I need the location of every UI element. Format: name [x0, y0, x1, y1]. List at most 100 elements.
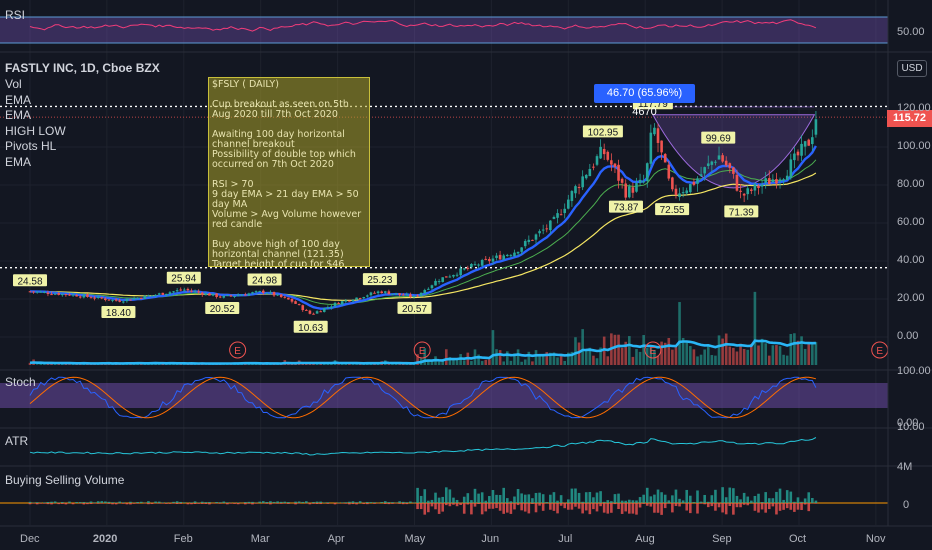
volume-bar [735, 351, 739, 365]
volume-bar [771, 345, 775, 365]
bsv-buy-bar [696, 490, 699, 503]
bsv-sell-bar [613, 503, 617, 505]
bsv-sell-bar [35, 503, 39, 505]
grid-lines [0, 0, 888, 525]
candle-body [638, 179, 642, 184]
candle-body [258, 290, 261, 292]
candle-body [441, 277, 444, 282]
bsv-sell-bar [387, 503, 391, 505]
bsv-sell-bar [567, 503, 570, 510]
indicator-item[interactable]: Pivots HL [5, 139, 57, 153]
volume-bar [678, 302, 681, 365]
bsv-buy-bar [685, 489, 689, 503]
bsv-sell-bar [161, 503, 165, 504]
bsv-buy-bar [556, 500, 559, 503]
bsv-buy-bar [96, 501, 100, 503]
bsv-buy-bar [183, 502, 186, 503]
bsv-buy-bar [495, 494, 498, 503]
indicator-item[interactable]: EMA [5, 92, 32, 107]
volume-bar [437, 361, 441, 365]
bsv-sell-bar [706, 503, 710, 508]
indicator-item[interactable]: EMA [5, 108, 32, 122]
indicator-item[interactable]: Vol [5, 77, 22, 91]
candle-body [559, 214, 563, 216]
bsv-buy-bar [581, 501, 584, 503]
bsv-sell-bar [631, 503, 635, 514]
bsv-buy-bar [570, 488, 574, 503]
bsv-buy-bar [724, 497, 728, 503]
analysis-note[interactable]: $FSLY ( DAILY) Cup breakout as seen on 5t… [208, 77, 370, 267]
candle-body [505, 254, 509, 257]
bsv-buy-bar [369, 502, 373, 503]
candle-body [86, 294, 89, 297]
bsv-buy-bar [610, 501, 613, 503]
bsv-buy-bar [480, 492, 484, 503]
candle-body [570, 191, 574, 202]
bsv-buy-bar [218, 502, 222, 503]
bsv-buy-bar [452, 497, 455, 503]
candle-body [247, 293, 251, 296]
time-tick-label: Jun [481, 533, 500, 545]
candle-body [398, 293, 401, 295]
time-tick-label: Feb [173, 533, 193, 545]
bsv-sell-bar [552, 503, 556, 511]
bsv-buy-bar [663, 494, 667, 503]
candle-body [387, 291, 391, 295]
bsv-buy-bar [412, 502, 416, 503]
bsv-sell-bar [398, 503, 401, 504]
candle-body [32, 291, 35, 293]
bsv-sell-bar [71, 503, 75, 505]
candle-body [452, 274, 455, 277]
candle-body [82, 294, 86, 298]
bsv-sell-bar [366, 503, 369, 505]
volume-bar [538, 354, 541, 365]
bsv-sell-bar [147, 503, 150, 505]
bsv-sell-bar [767, 503, 771, 510]
candle-body [283, 296, 287, 298]
note-line: Target height of cup for $46 dollar move [212, 259, 345, 267]
volume-bar [391, 363, 394, 365]
volume-bar [717, 335, 721, 365]
volume-bar [645, 347, 649, 365]
indicator-item[interactable]: HIGH LOW [5, 123, 66, 138]
currency-badge[interactable]: USD [897, 60, 927, 77]
bsv-buy-bar [628, 499, 631, 503]
bsv-buy-bar [588, 491, 592, 503]
stoch-axis-lower: 0.00 [897, 417, 919, 429]
volume-bar [143, 364, 147, 365]
bsv-buy-bar [401, 501, 405, 503]
bsv-sell-bar [462, 503, 466, 514]
bsv-buy-bar [215, 502, 218, 503]
candle-body [584, 174, 588, 179]
bsv-buy-bar [778, 488, 782, 503]
bsv-sell-bar [165, 503, 168, 504]
candle-body [111, 299, 114, 301]
bsv-buy-bar [814, 500, 818, 503]
bsv-sell-bar [757, 503, 760, 513]
candle-body [394, 293, 398, 295]
earnings-marker-label: E [650, 346, 657, 357]
bsv-sell-bar [157, 503, 161, 504]
volume-bar [340, 363, 344, 365]
bsv-buy-bar [265, 502, 269, 503]
stoch-band [0, 383, 888, 408]
volume-bar [692, 349, 696, 365]
price-tick-label: 0.00 [897, 330, 919, 342]
bsv-sell-bar [760, 503, 764, 510]
symbol-title[interactable]: FASTLY INC, 1D, Cboe BZX [5, 61, 160, 75]
bsv-sell-bar [645, 503, 649, 506]
bsv-sell-bar [319, 503, 322, 505]
candle-body [366, 295, 369, 297]
atr-axis-label: 10.00 [897, 421, 925, 433]
bsv-sell-bar [348, 503, 351, 505]
candle-body [204, 293, 208, 296]
indicator-item[interactable]: EMA [5, 154, 32, 169]
bsv-sell-bar [714, 503, 717, 511]
candle-body [100, 297, 104, 299]
bsv-buy-bar [552, 492, 556, 503]
bsv-sell-bar [789, 503, 793, 510]
bsv-sell-bar [509, 503, 513, 514]
measure-label[interactable]: 46.70 (65.96%) 4670 [594, 84, 695, 118]
bsv-sell-bar [807, 503, 811, 512]
